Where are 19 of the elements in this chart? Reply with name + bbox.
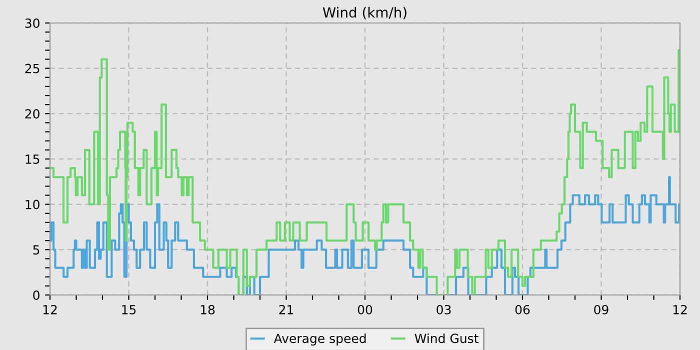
legend-label: Average speed	[274, 333, 366, 346]
y-tick-label: 20	[25, 109, 40, 119]
y-tick-label: 30	[25, 18, 40, 28]
x-tick-label: 06	[515, 304, 530, 314]
y-tick-label: 10	[26, 200, 40, 210]
y-tick-label: 0	[33, 290, 40, 300]
y-tick-label: 15	[26, 154, 40, 164]
chart-title: Wind (km/h)	[322, 6, 406, 20]
y-tick-label: 5	[33, 245, 40, 255]
x-tick-label: 12	[673, 304, 687, 314]
x-tick-label: 15	[122, 305, 136, 314]
x-tick-label: 03	[436, 304, 451, 314]
x-tick-label: 21	[279, 304, 294, 314]
x-tick-label: 00	[358, 304, 372, 314]
x-tick-label: 09	[594, 304, 608, 314]
x-tick-label: 12	[43, 304, 57, 314]
x-tick-label: 18	[200, 304, 215, 314]
legend-label: Wind Gust	[414, 333, 478, 344]
y-tick-label: 25	[25, 64, 40, 74]
